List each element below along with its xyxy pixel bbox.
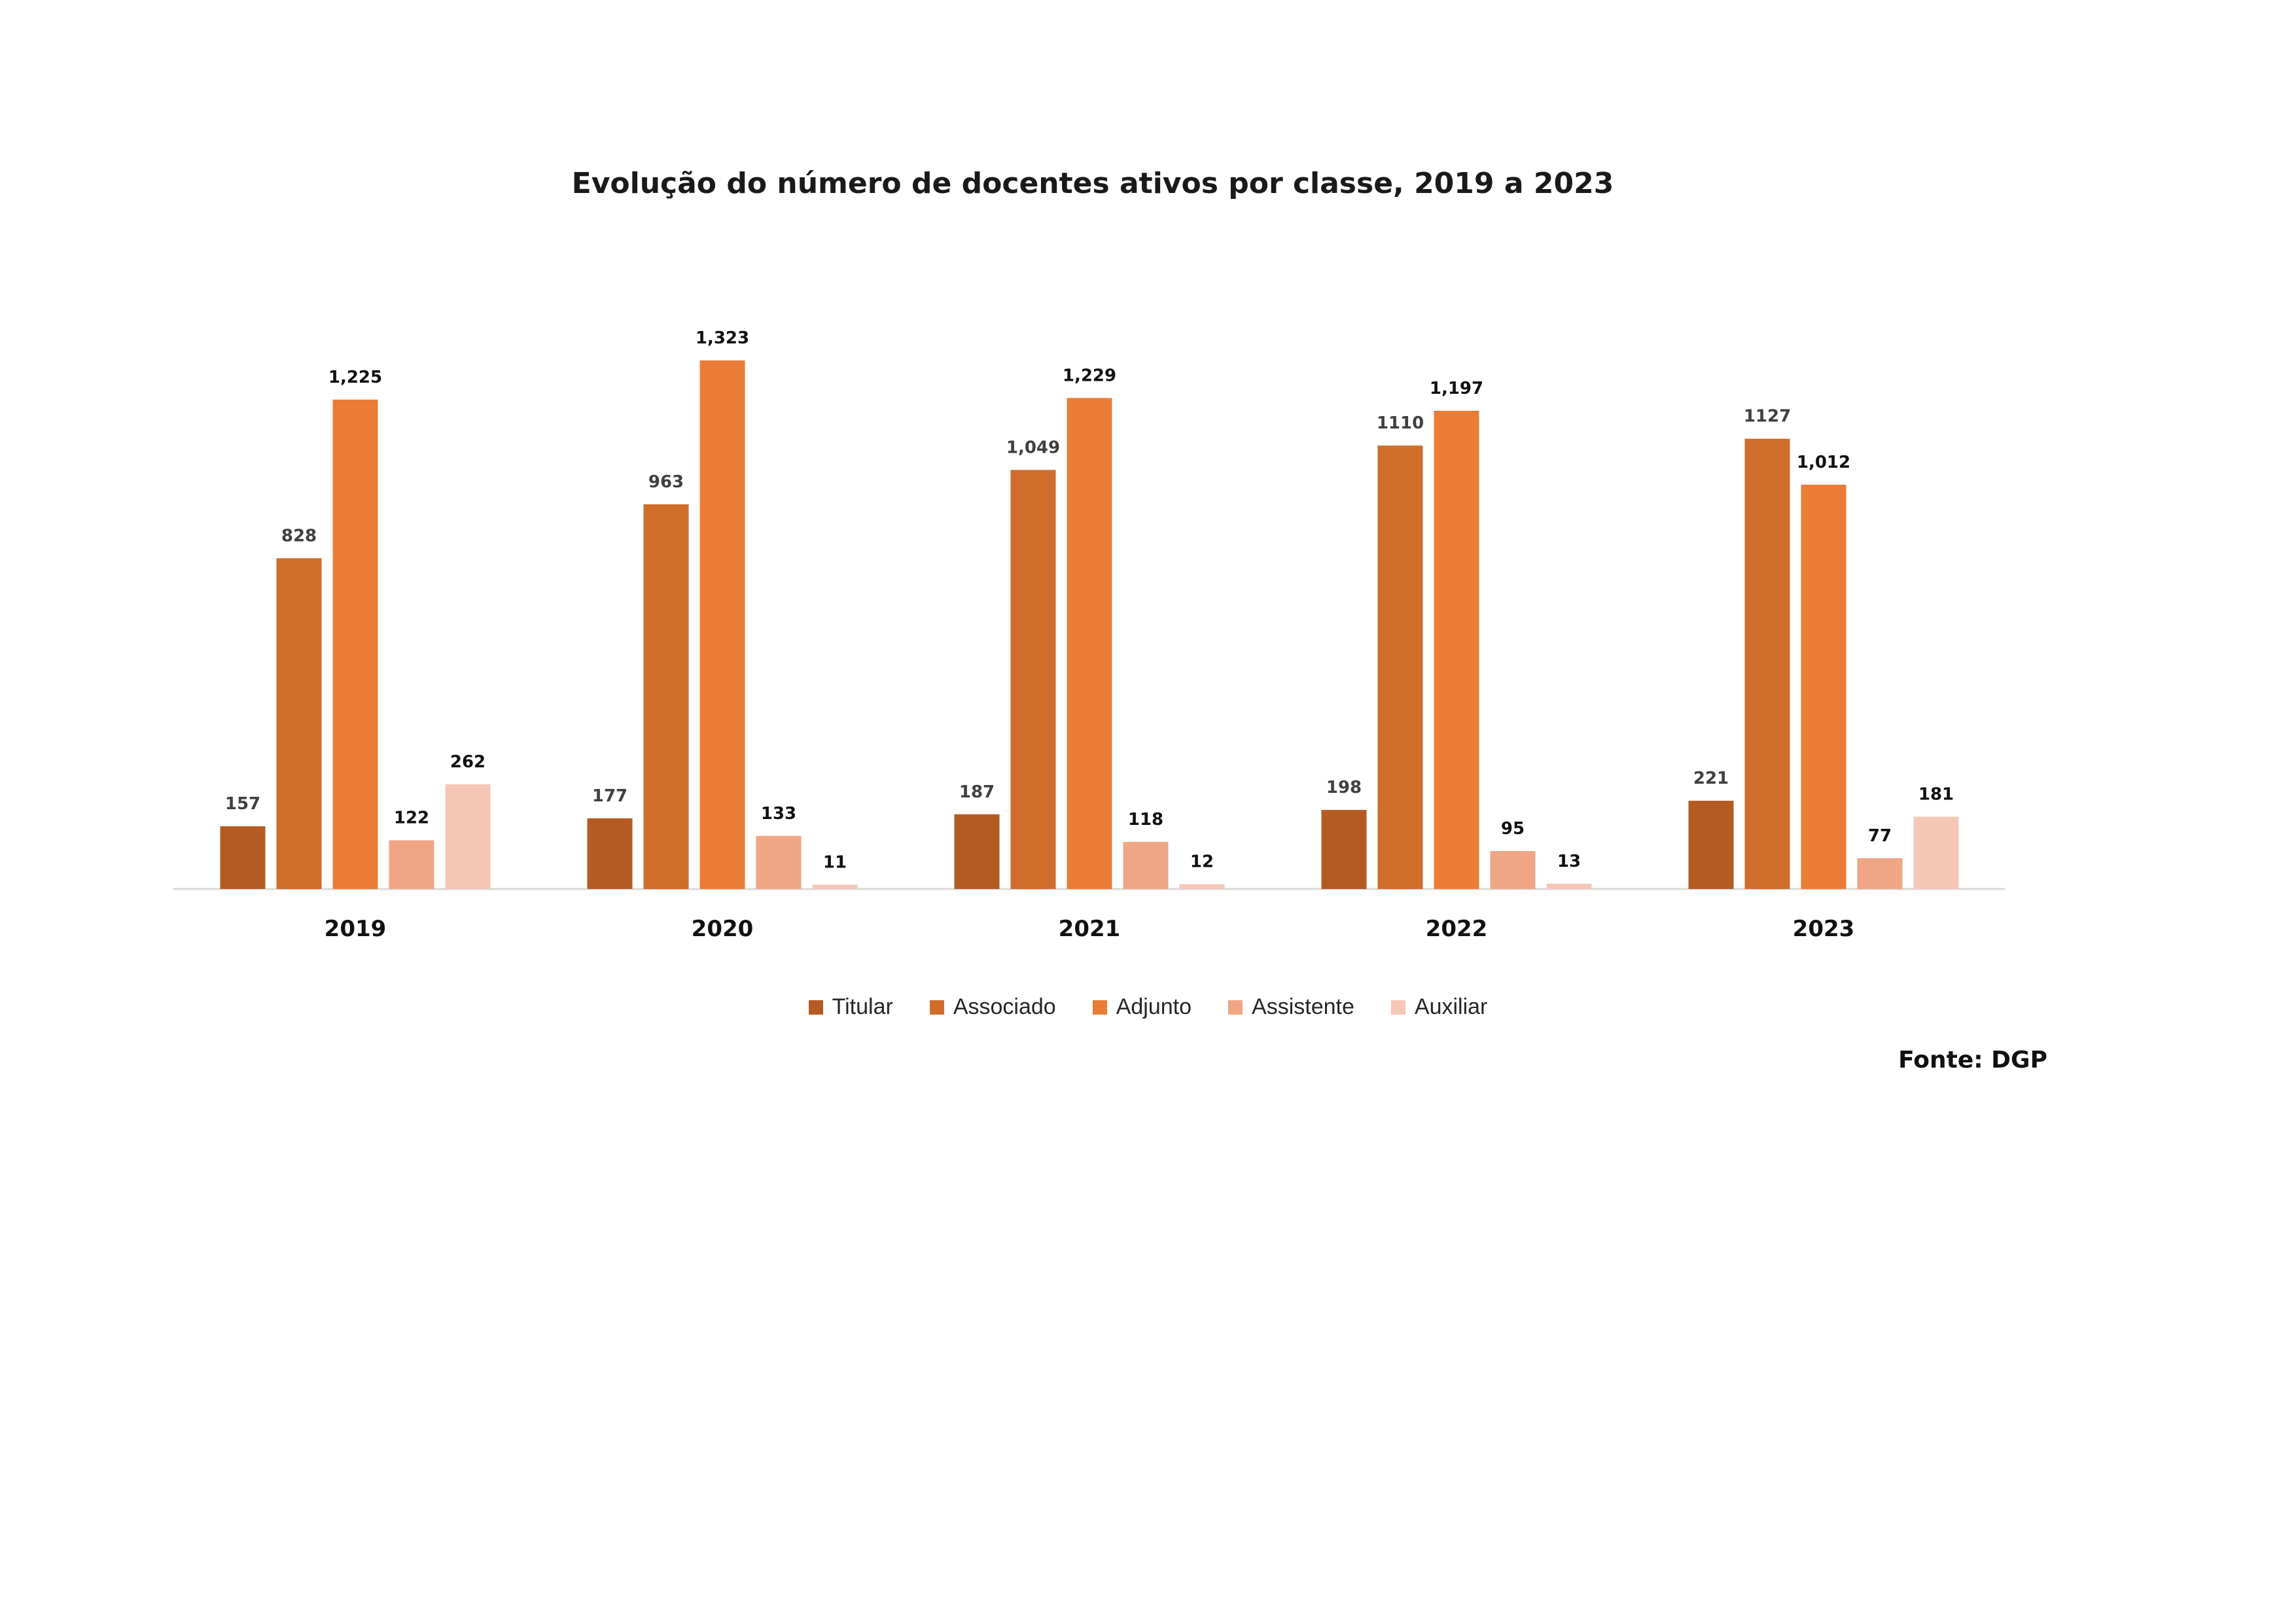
bar-titular-2023 bbox=[1688, 801, 1734, 889]
data-label-adjunto-2021: 1,229 bbox=[1063, 366, 1116, 385]
legend-label-adjunto: Adjunto bbox=[1116, 994, 1192, 1019]
data-label-assistente-2020: 133 bbox=[761, 804, 796, 824]
data-label-adjunto-2019: 1,225 bbox=[328, 368, 382, 387]
bar-titular-2021 bbox=[954, 814, 1000, 889]
legend-swatch-auxiliar bbox=[1390, 1000, 1405, 1015]
legend-item-titular: Titular bbox=[808, 994, 893, 1020]
bar-associado-2019 bbox=[276, 558, 322, 889]
bar-adjunto-2019 bbox=[332, 399, 378, 889]
data-label-associado-2019: 828 bbox=[281, 526, 317, 546]
data-label-titular-2021: 187 bbox=[959, 782, 995, 802]
legend-swatch-assistente bbox=[1228, 1000, 1243, 1015]
data-label-adjunto-2023: 1,012 bbox=[1797, 453, 1850, 472]
legend-swatch-associado bbox=[929, 1000, 944, 1015]
source-note: Fonte: DGP bbox=[1898, 1047, 2047, 1073]
data-label-adjunto-2022: 1,197 bbox=[1430, 379, 1483, 398]
data-label-auxiliar-2021: 12 bbox=[1190, 852, 1214, 872]
bar-assistente-2020 bbox=[756, 835, 802, 889]
bar-auxiliar-2023 bbox=[1913, 816, 1959, 889]
bar-assistente-2019 bbox=[389, 840, 434, 889]
data-label-auxiliar-2023: 181 bbox=[1918, 784, 1954, 804]
legend-swatch-adjunto bbox=[1092, 1000, 1107, 1015]
legend-item-auxiliar: Auxiliar bbox=[1390, 994, 1488, 1020]
legend-label-auxiliar: Auxiliar bbox=[1414, 994, 1488, 1019]
chart-title: Evolução do número de docentes ativos po… bbox=[571, 167, 1614, 200]
bar-associado-2023 bbox=[1744, 438, 1790, 889]
bar-auxiliar-2022 bbox=[1546, 884, 1592, 889]
data-label-associado-2021: 1,049 bbox=[1006, 438, 1060, 457]
data-label-associado-2023: 1127 bbox=[1744, 407, 1791, 427]
bar-titular-2020 bbox=[587, 818, 633, 889]
bar-adjunto-2022 bbox=[1434, 410, 1479, 889]
legend-label-associado: Associado bbox=[953, 994, 1056, 1019]
bar-assistente-2023 bbox=[1857, 858, 1903, 889]
bar-associado-2020 bbox=[643, 504, 689, 889]
bar-titular-2022 bbox=[1321, 810, 1367, 889]
legend-swatch-titular bbox=[808, 1000, 823, 1015]
data-label-auxiliar-2019: 262 bbox=[450, 752, 486, 772]
chart-legend: Titular Associado Adjunto Assistente Aux… bbox=[0, 994, 2296, 1020]
data-label-titular-2019: 157 bbox=[225, 794, 260, 814]
bar-assistente-2022 bbox=[1490, 850, 1536, 889]
data-label-assistente-2023: 77 bbox=[1868, 826, 1892, 846]
bar-adjunto-2021 bbox=[1067, 398, 1112, 889]
x-tick-label-2021: 2021 bbox=[1059, 916, 1121, 942]
bar-adjunto-2023 bbox=[1801, 484, 1846, 889]
x-tick-label-2022: 2022 bbox=[1426, 916, 1488, 942]
bar-adjunto-2020 bbox=[699, 360, 745, 889]
legend-item-associado: Associado bbox=[929, 994, 1056, 1020]
x-tick-label-2023: 2023 bbox=[1793, 916, 1855, 942]
data-label-associado-2022: 1110 bbox=[1377, 413, 1424, 433]
bar-associado-2022 bbox=[1377, 445, 1423, 889]
legend-item-assistente: Assistente bbox=[1228, 994, 1354, 1020]
bar-auxiliar-2021 bbox=[1179, 884, 1225, 889]
data-label-associado-2020: 963 bbox=[648, 472, 684, 492]
data-label-adjunto-2020: 1,323 bbox=[696, 328, 749, 348]
x-tick-label-2019: 2019 bbox=[325, 916, 387, 942]
data-label-titular-2023: 221 bbox=[1693, 769, 1729, 788]
data-label-assistente-2021: 118 bbox=[1128, 810, 1163, 829]
bar-auxiliar-2019 bbox=[445, 784, 491, 889]
data-label-titular-2022: 198 bbox=[1326, 778, 1362, 797]
legend-label-assistente: Assistente bbox=[1252, 994, 1354, 1019]
data-label-auxiliar-2022: 13 bbox=[1557, 852, 1581, 871]
bar-titular-2019 bbox=[220, 826, 266, 889]
bar-assistente-2021 bbox=[1123, 841, 1169, 889]
data-label-titular-2020: 177 bbox=[592, 786, 627, 806]
data-label-auxiliar-2020: 11 bbox=[823, 852, 847, 872]
bar-auxiliar-2020 bbox=[812, 884, 858, 889]
legend-label-titular: Titular bbox=[832, 994, 893, 1019]
legend-item-adjunto: Adjunto bbox=[1092, 994, 1192, 1020]
data-label-assistente-2022: 95 bbox=[1501, 819, 1525, 839]
x-tick-label-2020: 2020 bbox=[692, 916, 754, 942]
data-label-assistente-2019: 122 bbox=[394, 808, 429, 828]
bar-associado-2021 bbox=[1010, 470, 1056, 889]
